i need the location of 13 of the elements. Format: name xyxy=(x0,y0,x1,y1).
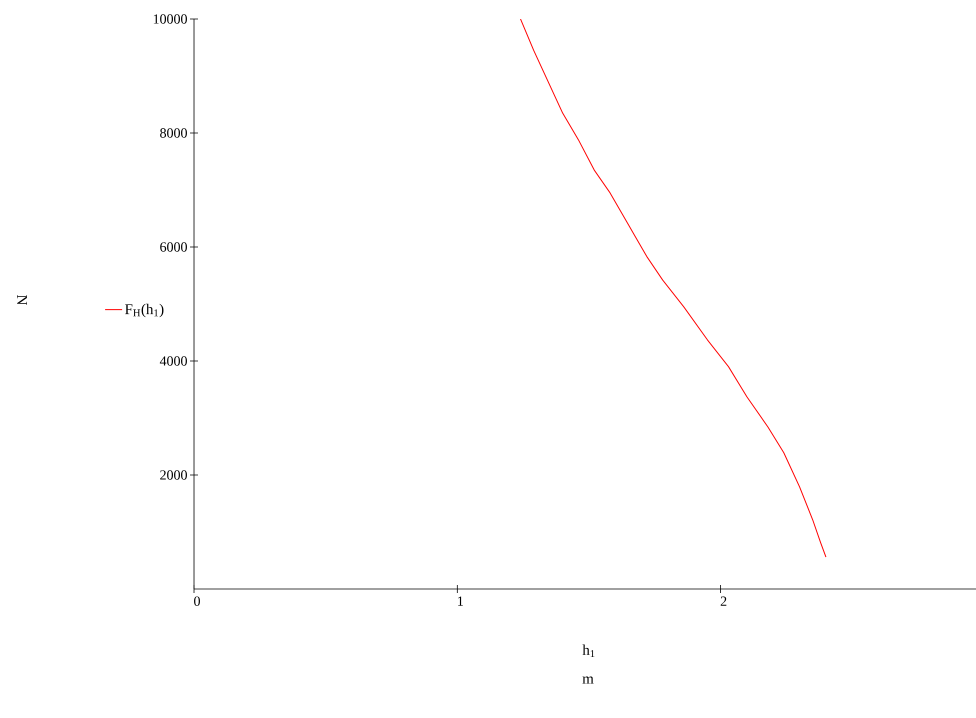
x-axis-title: h$_{1}$ xyxy=(582,644,594,658)
y-tick-label: 8000 xyxy=(160,128,187,138)
y-tick-label: 4000 xyxy=(160,356,187,366)
legend-label: F$_{H}$(h$_{1}$) xyxy=(125,304,164,318)
y-tick-label: 10000 xyxy=(154,14,187,24)
y-tick-label: 6000 xyxy=(160,242,187,252)
x-tick-label: 0 xyxy=(194,596,200,606)
x-tick-label: 1 xyxy=(458,596,463,606)
text: m xyxy=(582,676,594,684)
text: N xyxy=(17,295,27,306)
line-series xyxy=(520,18,826,558)
y-tick-label: 2000 xyxy=(160,470,187,480)
x-tick-label: 2 xyxy=(720,596,726,606)
